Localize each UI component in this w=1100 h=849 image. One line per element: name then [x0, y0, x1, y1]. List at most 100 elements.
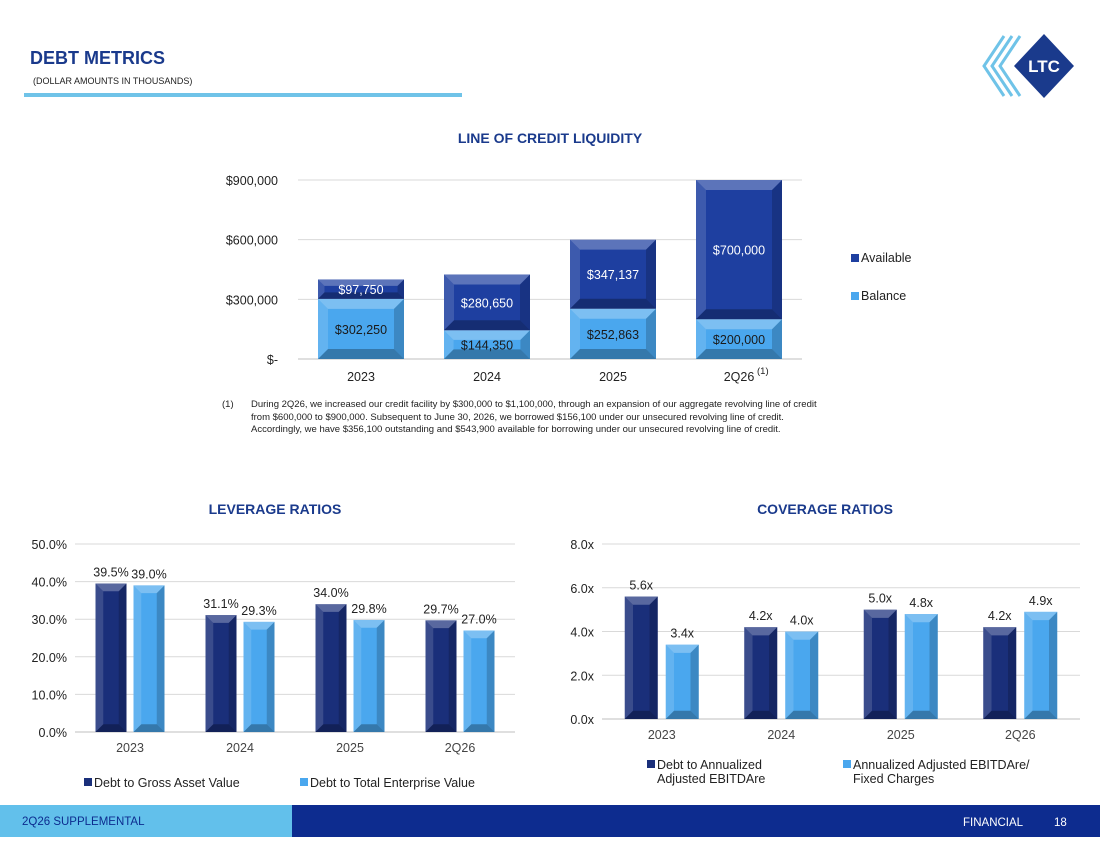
x-tick-label: 2025: [599, 370, 627, 384]
x-tick-label: 2023: [116, 741, 144, 755]
page-number: 18: [1054, 817, 1067, 829]
bar-series-2: [463, 630, 495, 732]
credit-liquidity-chart: $- $300,000 $600,000 $900,000 $302,250 $97,75…: [226, 174, 912, 384]
page-title: DEBT METRICS: [30, 48, 165, 68]
legend-swatch: [300, 778, 308, 786]
data-label: 29.3%: [241, 604, 276, 618]
data-label: $97,750: [338, 283, 383, 297]
y-tick-label: 10.0%: [32, 688, 67, 702]
y-tick-label: $600,000: [226, 234, 278, 248]
coverage-chart-title: COVERAGE RATIOS: [757, 501, 893, 517]
footer-bar: 2Q26 SUPPLEMENTAL FINANCIAL 18: [0, 805, 1100, 837]
data-label: 5.0x: [868, 592, 892, 606]
x-tick-label: 2023: [347, 370, 375, 384]
y-tick-label: $-: [267, 353, 278, 367]
y-tick-label: 0.0x: [570, 713, 594, 727]
footnote-line: from $600,000 to $900,000. Subsequent to…: [251, 411, 784, 423]
data-label: 4.0x: [790, 614, 814, 628]
legend-swatch: [851, 292, 859, 300]
data-label: 31.1%: [203, 597, 238, 611]
legend-swatch: [843, 760, 851, 768]
y-tick-label: 0.0%: [39, 726, 68, 740]
data-label: $200,000: [713, 333, 765, 347]
legend-label: Available: [861, 251, 912, 265]
y-tick-label: 4.0x: [570, 626, 594, 640]
data-label: 39.0%: [131, 567, 166, 581]
y-tick-label: 2.0x: [570, 669, 594, 683]
bar-series-1: [863, 609, 897, 719]
footer-document-label: 2Q26 SUPPLEMENTAL: [22, 816, 145, 828]
bar-series-2: [785, 631, 819, 719]
x-tick-label: 2Q26: [445, 741, 476, 755]
x-tick-label: 2023: [648, 728, 676, 742]
bar-series-1: [205, 615, 237, 732]
credit-chart-title: LINE OF CREDIT LIQUIDITY: [457, 130, 643, 146]
bar-series-1: [744, 627, 778, 719]
coverage-ratios-chart: 0.0x 2.0x 4.0x 6.0x 8.0x 5.6x 3.4x 2023 4.2x 4.0x…: [570, 538, 1080, 786]
data-label: $252,863: [587, 328, 639, 342]
y-tick-label: $300,000: [226, 293, 278, 307]
y-tick-label: 8.0x: [570, 538, 594, 552]
y-tick-label: 30.0%: [32, 613, 67, 627]
footnote-line: During 2Q26, we increased our credit fac…: [251, 399, 817, 410]
bar-series-2: [904, 614, 938, 719]
bar-available: [444, 274, 530, 331]
bar-series-1: [315, 604, 347, 732]
data-label: 5.6x: [629, 579, 653, 593]
legend-label: Debt to Annualized: [657, 758, 762, 772]
bar-available: [318, 279, 404, 299]
logo-wordmark: LTC: [1028, 57, 1060, 76]
footnote: (1) During 2Q26, we increased our credit…: [222, 399, 912, 437]
y-tick-label: $900,000: [226, 174, 278, 188]
data-label: 29.7%: [423, 602, 458, 616]
bar-series-2: [1024, 611, 1058, 719]
legend-label: Debt to Total Enterprise Value: [310, 776, 475, 790]
footer-right-band: [292, 805, 1100, 837]
legend-swatch: [84, 778, 92, 786]
leverage-chart-title: LEVERAGE RATIOS: [208, 501, 342, 517]
legend-label: Adjusted EBITDAre: [657, 772, 765, 786]
bar-balance: [570, 308, 656, 359]
x-tick-label: 2Q26: [724, 370, 755, 384]
bar-series-1: [95, 583, 127, 732]
data-label: 39.5%: [93, 565, 128, 579]
bar-balance: [444, 330, 530, 359]
bar-series-2: [243, 621, 275, 732]
data-label: $144,350: [461, 339, 513, 353]
footnote-reference: (1): [757, 366, 769, 377]
legend-label: Balance: [861, 289, 906, 303]
data-label: 29.8%: [351, 602, 386, 616]
data-label: 27.0%: [461, 612, 496, 626]
data-label: 3.4x: [670, 627, 694, 641]
bar-series-1: [425, 620, 457, 732]
bar-balance: [696, 319, 782, 359]
bar-series-2: [665, 644, 699, 719]
data-label: $347,137: [587, 268, 639, 282]
bar-available: [570, 239, 656, 309]
data-label: 4.2x: [749, 609, 773, 623]
y-tick-label: 50.0%: [32, 538, 67, 552]
data-label: $700,000: [713, 244, 765, 258]
y-tick-label: 20.0%: [32, 651, 67, 665]
bar-balance: [318, 298, 404, 359]
x-tick-label: 2024: [473, 370, 501, 384]
bar-series-2: [133, 585, 165, 732]
legend-label: Debt to Gross Asset Value: [94, 776, 240, 790]
leverage-ratios-chart: 0.0% 10.0% 20.0% 30.0% 40.0% 50.0% 39.5% 39.0% 2…: [32, 538, 515, 790]
y-tick-label: 6.0x: [570, 582, 594, 596]
data-label: 34.0%: [313, 586, 348, 600]
footer-left-band: [0, 805, 292, 837]
x-tick-label: 2024: [767, 728, 795, 742]
legend-swatch: [851, 254, 859, 262]
x-tick-label: 2025: [887, 728, 915, 742]
footer-section-label: FINANCIAL: [963, 817, 1024, 829]
data-label: 4.8x: [909, 596, 933, 610]
data-label: $302,250: [335, 323, 387, 337]
title-underline: [24, 93, 462, 97]
data-label: 4.2x: [988, 609, 1012, 623]
footnote-line: Accordingly, we have $356,100 outstandin…: [251, 424, 781, 435]
bar-series-1: [983, 627, 1017, 719]
page-subtitle: (DOLLAR AMOUNTS IN THOUSANDS): [33, 76, 193, 86]
legend-label: Annualized Adjusted EBITDAre/: [853, 758, 1030, 772]
legend-label: Fixed Charges: [853, 772, 934, 786]
